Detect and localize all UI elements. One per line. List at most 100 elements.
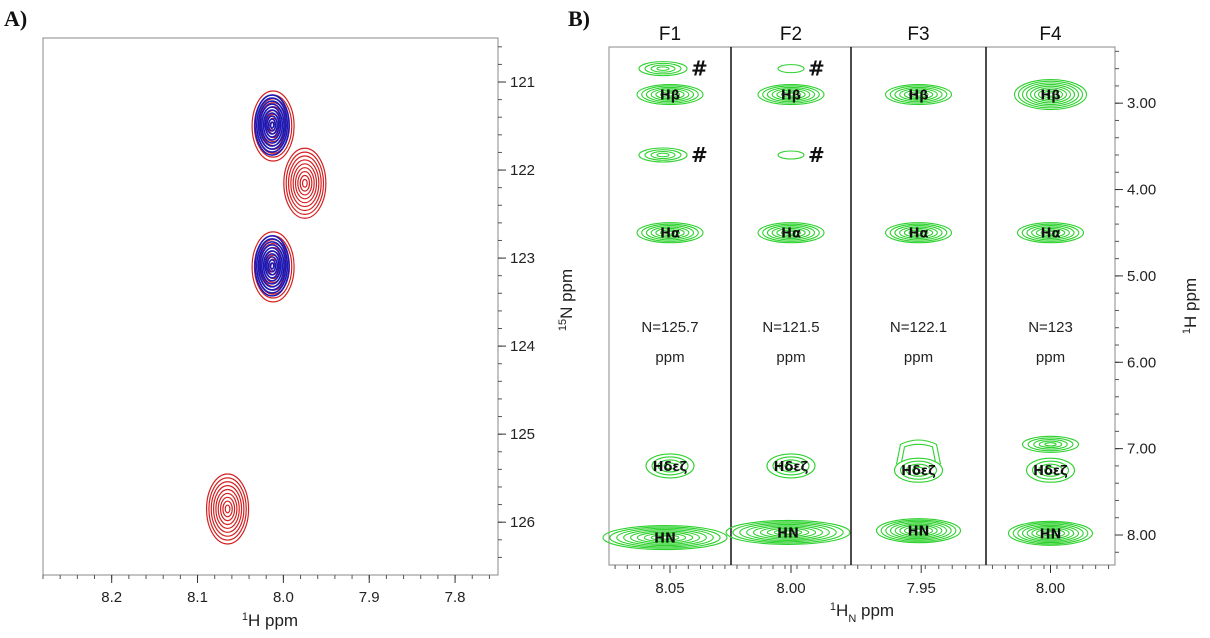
green-peak-contour (602, 525, 728, 551)
green-peak-contour (1035, 528, 1066, 538)
green-peak-contour (913, 92, 924, 97)
green-peak-contour (899, 226, 938, 239)
green-peak-contour (1033, 438, 1068, 450)
strip-tick-label: 8.00 (1036, 580, 1065, 597)
green-peak-contour (1045, 230, 1056, 235)
green-peak-contour (655, 89, 685, 100)
green-peak-contour (759, 526, 817, 539)
panel-b-y-tick-label: 8.00 (1127, 527, 1156, 544)
green-peak-contour (650, 88, 690, 101)
strip-f1: F1 8.05 N=125.7 ppm # Hβ # Hα Hδεζ HN (602, 24, 728, 597)
green-peak (645, 453, 695, 479)
green-peak-contour (616, 527, 714, 548)
green-peak (725, 519, 851, 545)
green-peak-contour (636, 222, 704, 244)
strip-nitrogen-unit: ppm (904, 349, 933, 366)
panel-a-y-tick-label: 124 (510, 338, 535, 355)
green-peak-contour (753, 525, 823, 540)
hash-marker: # (808, 143, 825, 167)
red-peak (283, 147, 327, 219)
panel-b-y-tick-label: 5.00 (1127, 268, 1156, 285)
green-peak-contour (655, 227, 685, 238)
red-peak-contour (297, 170, 313, 196)
blue-peak-contour (262, 109, 282, 141)
green-peak-contour (650, 150, 676, 160)
green-peak-contour (636, 83, 704, 106)
green-peak-contour (664, 230, 676, 235)
strip-tick-label: 8.05 (655, 580, 684, 597)
green-peak-contour (885, 520, 952, 541)
panel-a-peaks (205, 90, 327, 545)
green-peak-contour (645, 453, 695, 479)
panel-b-frame (608, 46, 1116, 566)
blue-peak-contour (266, 256, 278, 276)
green-peak-contour (1038, 440, 1063, 449)
green-peak-contour (762, 223, 820, 242)
green-peak (1007, 520, 1094, 546)
peak-label: Hβ (781, 89, 801, 104)
green-peak-contour (1021, 223, 1080, 242)
strip-f3: F3 7.95 N=122.1 ppm Hβ Hα Hδεζ HN (850, 24, 980, 597)
panel-a-frame (42, 37, 499, 576)
green-peak-contour (875, 518, 962, 544)
green-peak (875, 518, 962, 544)
peak-label: Hα (909, 227, 929, 242)
blue-peak-contour (261, 247, 284, 285)
peak-label: Hα (1041, 227, 1061, 242)
strip-nitrogen-unit: ppm (655, 349, 684, 366)
green-peak-contour (1031, 226, 1070, 239)
strip-nitrogen-unit: ppm (776, 349, 805, 366)
green-peak-contour (650, 534, 680, 541)
red-peak-contour (219, 496, 236, 522)
green-peak-contour (785, 230, 797, 235)
green-peak-contour (1043, 466, 1058, 474)
hash-marker: # (691, 143, 708, 167)
strip-nitrogen-unit: ppm (1036, 349, 1065, 366)
green-peak (602, 525, 728, 551)
green-peak-contour (880, 519, 957, 542)
blue-peak-contour (264, 112, 280, 138)
green-peak-contour (645, 225, 695, 241)
strip-title: F1 (659, 24, 681, 45)
green-peak-contour (894, 86, 943, 103)
green-peak-contour (771, 88, 811, 101)
strip-nitrogen-value: N=125.7 (641, 319, 698, 336)
panel-a-y-tick-label: 123 (510, 250, 535, 267)
green-peak-contour (739, 522, 837, 543)
green-peak-contour (889, 85, 948, 104)
green-peak-contour (777, 150, 805, 160)
green-peak-contour (908, 527, 929, 534)
green-peak-contour (623, 529, 707, 547)
red-peak-contour (301, 178, 308, 188)
green-peak-contour (908, 91, 929, 98)
green-peak-contour (630, 530, 700, 545)
peak-label: Hα (660, 227, 680, 242)
red-peak-contour (215, 488, 240, 530)
green-peak-contour (894, 225, 943, 241)
panel-b-letter: B) (568, 6, 590, 31)
green-peak-contour (644, 62, 682, 75)
green-peak-contour (905, 463, 932, 477)
green-peak-contour (776, 89, 806, 100)
green-peak-contour (660, 91, 680, 98)
peak-label: Hδεζ (774, 460, 809, 475)
red-peak-contour (208, 477, 247, 541)
green-peak-contour (1025, 83, 1076, 106)
panel-a-x-tick-label: 8.2 (101, 589, 122, 606)
blue-peak-contour (269, 121, 275, 129)
red-peak-contour (299, 174, 311, 192)
green-peak-contour (657, 535, 673, 540)
red-peak-contour (290, 159, 320, 208)
blue-peak-contour (261, 106, 284, 144)
red-peak-contour (224, 504, 231, 514)
peak-label: HN (1040, 527, 1062, 542)
green-peak-contour (903, 227, 934, 238)
strip-nitrogen-value: N=121.5 (762, 319, 819, 336)
green-peak-contour (776, 227, 806, 238)
panel-a-y-tick-label: 122 (510, 162, 535, 179)
blue-peak-contour (254, 235, 290, 297)
green-peak-contour (894, 523, 943, 538)
green-peak-contour (663, 462, 677, 470)
peak-label: Hβ (660, 89, 680, 104)
